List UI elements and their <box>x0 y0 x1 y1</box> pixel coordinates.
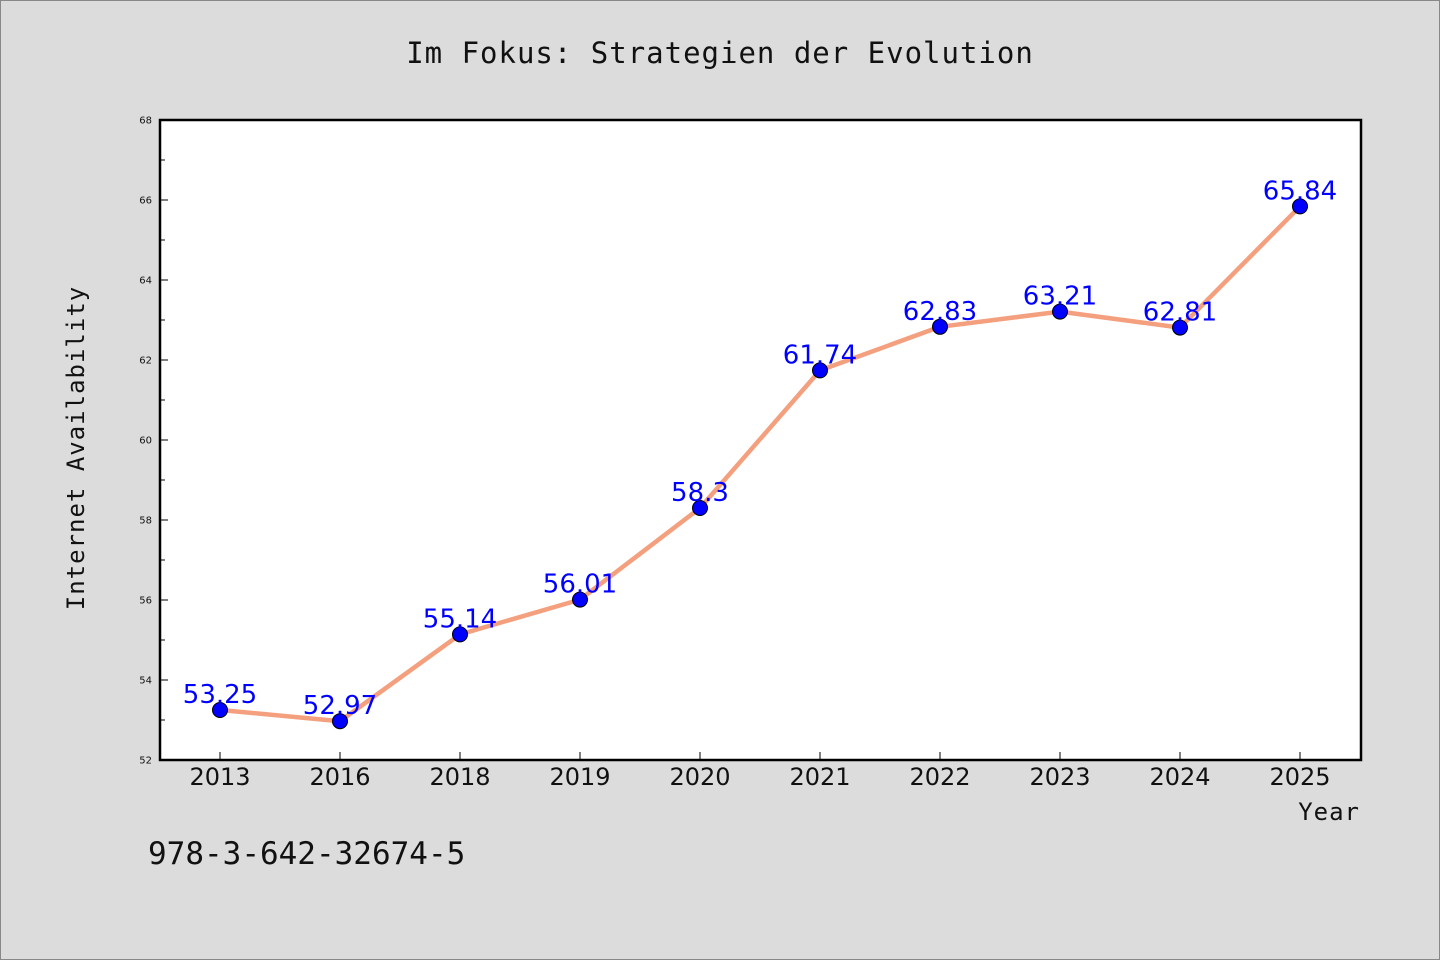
data-label: 58.3 <box>671 478 729 508</box>
x-tick-label: 2013 <box>189 763 250 791</box>
data-point <box>572 591 588 608</box>
plot-frame <box>158 118 1363 762</box>
x-tick-label: 2025 <box>1269 763 1330 791</box>
series-line <box>217 204 1303 724</box>
data-label: 65.84 <box>1263 176 1337 206</box>
data-points <box>212 198 1308 730</box>
chart-title: Im Fokus: Strategien der Evolution <box>406 36 1034 70</box>
series-line-group <box>217 204 1303 724</box>
data-label: 53.25 <box>183 680 257 710</box>
y-tick-label: 56 <box>139 596 152 607</box>
x-tick-label: 2016 <box>309 763 370 791</box>
data-label: 63.21 <box>1023 282 1097 312</box>
data-label: 61.74 <box>783 340 857 370</box>
y-tick-label: 60 <box>139 436 152 447</box>
data-point <box>692 500 708 516</box>
y-tick-label: 54 <box>139 676 152 687</box>
data-label: 62.83 <box>903 297 977 327</box>
y-tick-label: 66 <box>139 196 152 207</box>
x-axis-ticks: 2013 2016 2018 2019 2020 2021 2022 2023 2024 2025 <box>189 752 1331 791</box>
y-tick-label: 68 <box>139 116 152 127</box>
x-tick-label: 2019 <box>549 763 610 791</box>
data-point <box>332 713 348 730</box>
data-label: 62.81 <box>1143 298 1217 328</box>
x-tick-label: 2018 <box>429 763 490 791</box>
x-tick-label: 2020 <box>669 763 730 791</box>
data-label: 52.97 <box>303 691 377 721</box>
data-label: 56.01 <box>543 570 617 600</box>
data-point <box>452 626 468 643</box>
y-tick-label: 64 <box>139 276 152 287</box>
data-point <box>1292 198 1308 215</box>
data-point <box>932 318 948 335</box>
y-tick-label: 58 <box>139 516 152 527</box>
y-tick-label: 52 <box>139 756 152 767</box>
x-tick-label: 2023 <box>1029 763 1090 791</box>
x-axis-label: Year <box>1298 798 1360 826</box>
data-point <box>1172 319 1188 336</box>
data-labels: 53.25 52.97 55.14 56.01 58.3 61.74 62.83 63.21 6… <box>183 176 1337 721</box>
x-tick-label: 2021 <box>789 763 850 791</box>
data-point <box>812 362 828 379</box>
y-tick-label: 62 <box>139 356 152 367</box>
data-point <box>212 702 228 718</box>
data-label: 55.14 <box>423 604 497 634</box>
x-tick-label: 2024 <box>1149 763 1210 791</box>
x-tick-label: 2022 <box>909 763 970 791</box>
footer-isbn: 978-3-642-32674-5 <box>148 836 465 872</box>
data-point <box>1052 303 1068 320</box>
y-axis-label: Internet Availability <box>62 286 90 610</box>
